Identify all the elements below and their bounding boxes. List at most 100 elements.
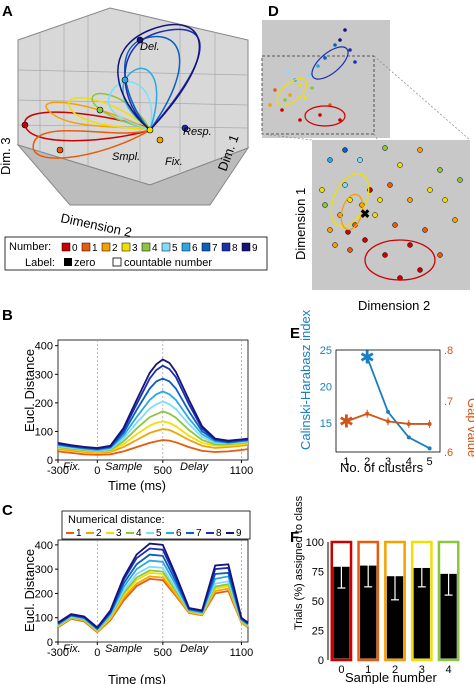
panel-e-plot: ✱ ✱ 15 20 25 .6 .7 .8 1 2 3 4 5 — [320, 345, 453, 468]
series-line-9 — [57, 542, 249, 629]
legend-number-swatch — [141, 242, 151, 252]
panel-a-dim2-label: Dimension 2 — [59, 210, 133, 240]
y-tick-label: 50 — [312, 596, 324, 608]
zoom-dot — [362, 237, 368, 243]
overview-dot — [348, 48, 352, 52]
panel-f-letter: F — [290, 529, 299, 546]
x-tick-label: 5 — [427, 456, 433, 468]
zoom-dot — [452, 217, 458, 223]
series-line-1 — [57, 439, 249, 456]
panel-c-xlabel: Time (ms) — [108, 672, 166, 684]
panel-d-zoom-box — [261, 55, 375, 135]
panel-b-xlabel: Time (ms) — [108, 478, 166, 493]
bar-1 — [360, 565, 377, 659]
legend-countable-swatch — [112, 257, 122, 267]
legend-number-swatch — [121, 242, 131, 252]
overview-dot — [343, 28, 347, 32]
y2-tick-label: .8 — [444, 345, 453, 357]
panel-a-legend: Number: 0 1 2 3 4 5 6 7 8 9 Label: zero countable… — [4, 236, 268, 271]
legend-number-swatch — [201, 242, 211, 252]
legend-c-label: 1 — [76, 528, 82, 539]
overview-dot — [338, 38, 342, 42]
legend-number-swatch — [241, 242, 251, 252]
legend-c-label: 5 — [156, 528, 162, 539]
legend-number-label: 2 — [112, 243, 118, 254]
gap-point — [365, 411, 370, 416]
calinski-point — [386, 409, 390, 414]
x-tick-label: 2 — [364, 456, 370, 468]
panel-c-legend-box — [61, 510, 251, 540]
zoom-dot — [397, 162, 403, 168]
zoom-dot — [382, 252, 388, 258]
panel-c-epoch-delay: Delay — [180, 643, 210, 655]
zoom-dot — [457, 177, 463, 183]
y-tick-label: 25 — [312, 626, 324, 638]
annotation-fixation: Fix. — [165, 156, 183, 168]
calinski-optimum-star: ✱ — [360, 347, 375, 367]
legend-c-label: 6 — [176, 528, 182, 539]
overview-dot — [338, 118, 342, 122]
overview-dot — [316, 64, 320, 68]
bar-4 — [440, 573, 457, 659]
zoom-dot — [357, 157, 363, 163]
x-tick-label: 4 — [406, 456, 412, 468]
zoom-dot — [342, 147, 348, 153]
zoom-dot — [347, 247, 353, 253]
zoom-dot — [442, 197, 448, 203]
zoom-dot — [417, 147, 423, 153]
legend-number-label: 8 — [232, 243, 238, 254]
panel-a-box-floor — [16, 144, 250, 206]
x-tick-label: 0 — [94, 465, 100, 477]
panel-d-xlabel: Dimension 2 — [358, 298, 430, 313]
gap-optimum-star: ✱ — [339, 411, 354, 431]
panel-c-epoch-sample: Sample — [105, 643, 142, 655]
zoom-dot — [407, 242, 413, 248]
y-tick-label: 400 — [35, 540, 53, 552]
zoom-dot — [342, 182, 348, 188]
calinski-point — [406, 435, 411, 440]
legend-c-label: 4 — [136, 528, 142, 539]
zoom-connector-top — [373, 55, 471, 141]
y2-tick-label: .6 — [444, 447, 453, 459]
x-tick-label: 3 — [419, 664, 425, 676]
annotation-response: Resp. — [183, 126, 212, 138]
legend-number-label: 0 — [72, 243, 78, 254]
legend-number-items: 0 1 2 3 4 5 6 7 8 9 — [61, 242, 258, 254]
zoom-dot — [327, 157, 333, 163]
zoom-dot — [319, 187, 325, 193]
panel-c-legend-items: 1 2 3 4 5 6 7 8 9 — [66, 528, 242, 539]
y-tick-label: 100 — [35, 613, 53, 625]
legend-number-swatch — [81, 242, 91, 252]
panel-d-overview — [262, 20, 390, 138]
legend-number-label: 7 — [212, 243, 218, 254]
x-tick-label: 1100 — [230, 647, 254, 659]
zoom-dot — [422, 227, 428, 233]
panel-b-epoch-sample: Sample — [105, 461, 142, 473]
y-tick-label: 200 — [35, 588, 53, 600]
zoom-dot — [407, 197, 413, 203]
gap-point — [427, 421, 432, 426]
panel-f-ylabel: Trials (%) assigned to class — [293, 495, 305, 630]
legend-zero-swatch — [64, 258, 72, 266]
x-tick-label: 1 — [365, 664, 371, 676]
bar-3 — [413, 567, 430, 659]
overview-dot — [303, 96, 307, 100]
overview-dot — [273, 88, 277, 92]
legend-zero-text: zero — [74, 257, 95, 269]
y-tick-label: 100 — [35, 426, 53, 438]
calinski-line — [366, 356, 431, 450]
legend-c-label: 3 — [116, 528, 122, 539]
panel-a-markers — [21, 36, 189, 154]
panel-b-letter: B — [2, 307, 13, 324]
overview-dot — [333, 43, 337, 47]
legend-number-swatch — [161, 242, 171, 252]
x-tick-label: 500 — [154, 647, 172, 659]
annotation-sample: Smpl. — [112, 151, 140, 163]
legend-countable-text: countable number — [124, 257, 212, 269]
overview-dot — [288, 93, 292, 97]
annotation-delay: Del. — [140, 41, 160, 53]
panel-d-zoom-dots — [319, 145, 463, 281]
x-tick-label: -300 — [47, 647, 69, 659]
y-tick-label: 400 — [35, 341, 53, 353]
